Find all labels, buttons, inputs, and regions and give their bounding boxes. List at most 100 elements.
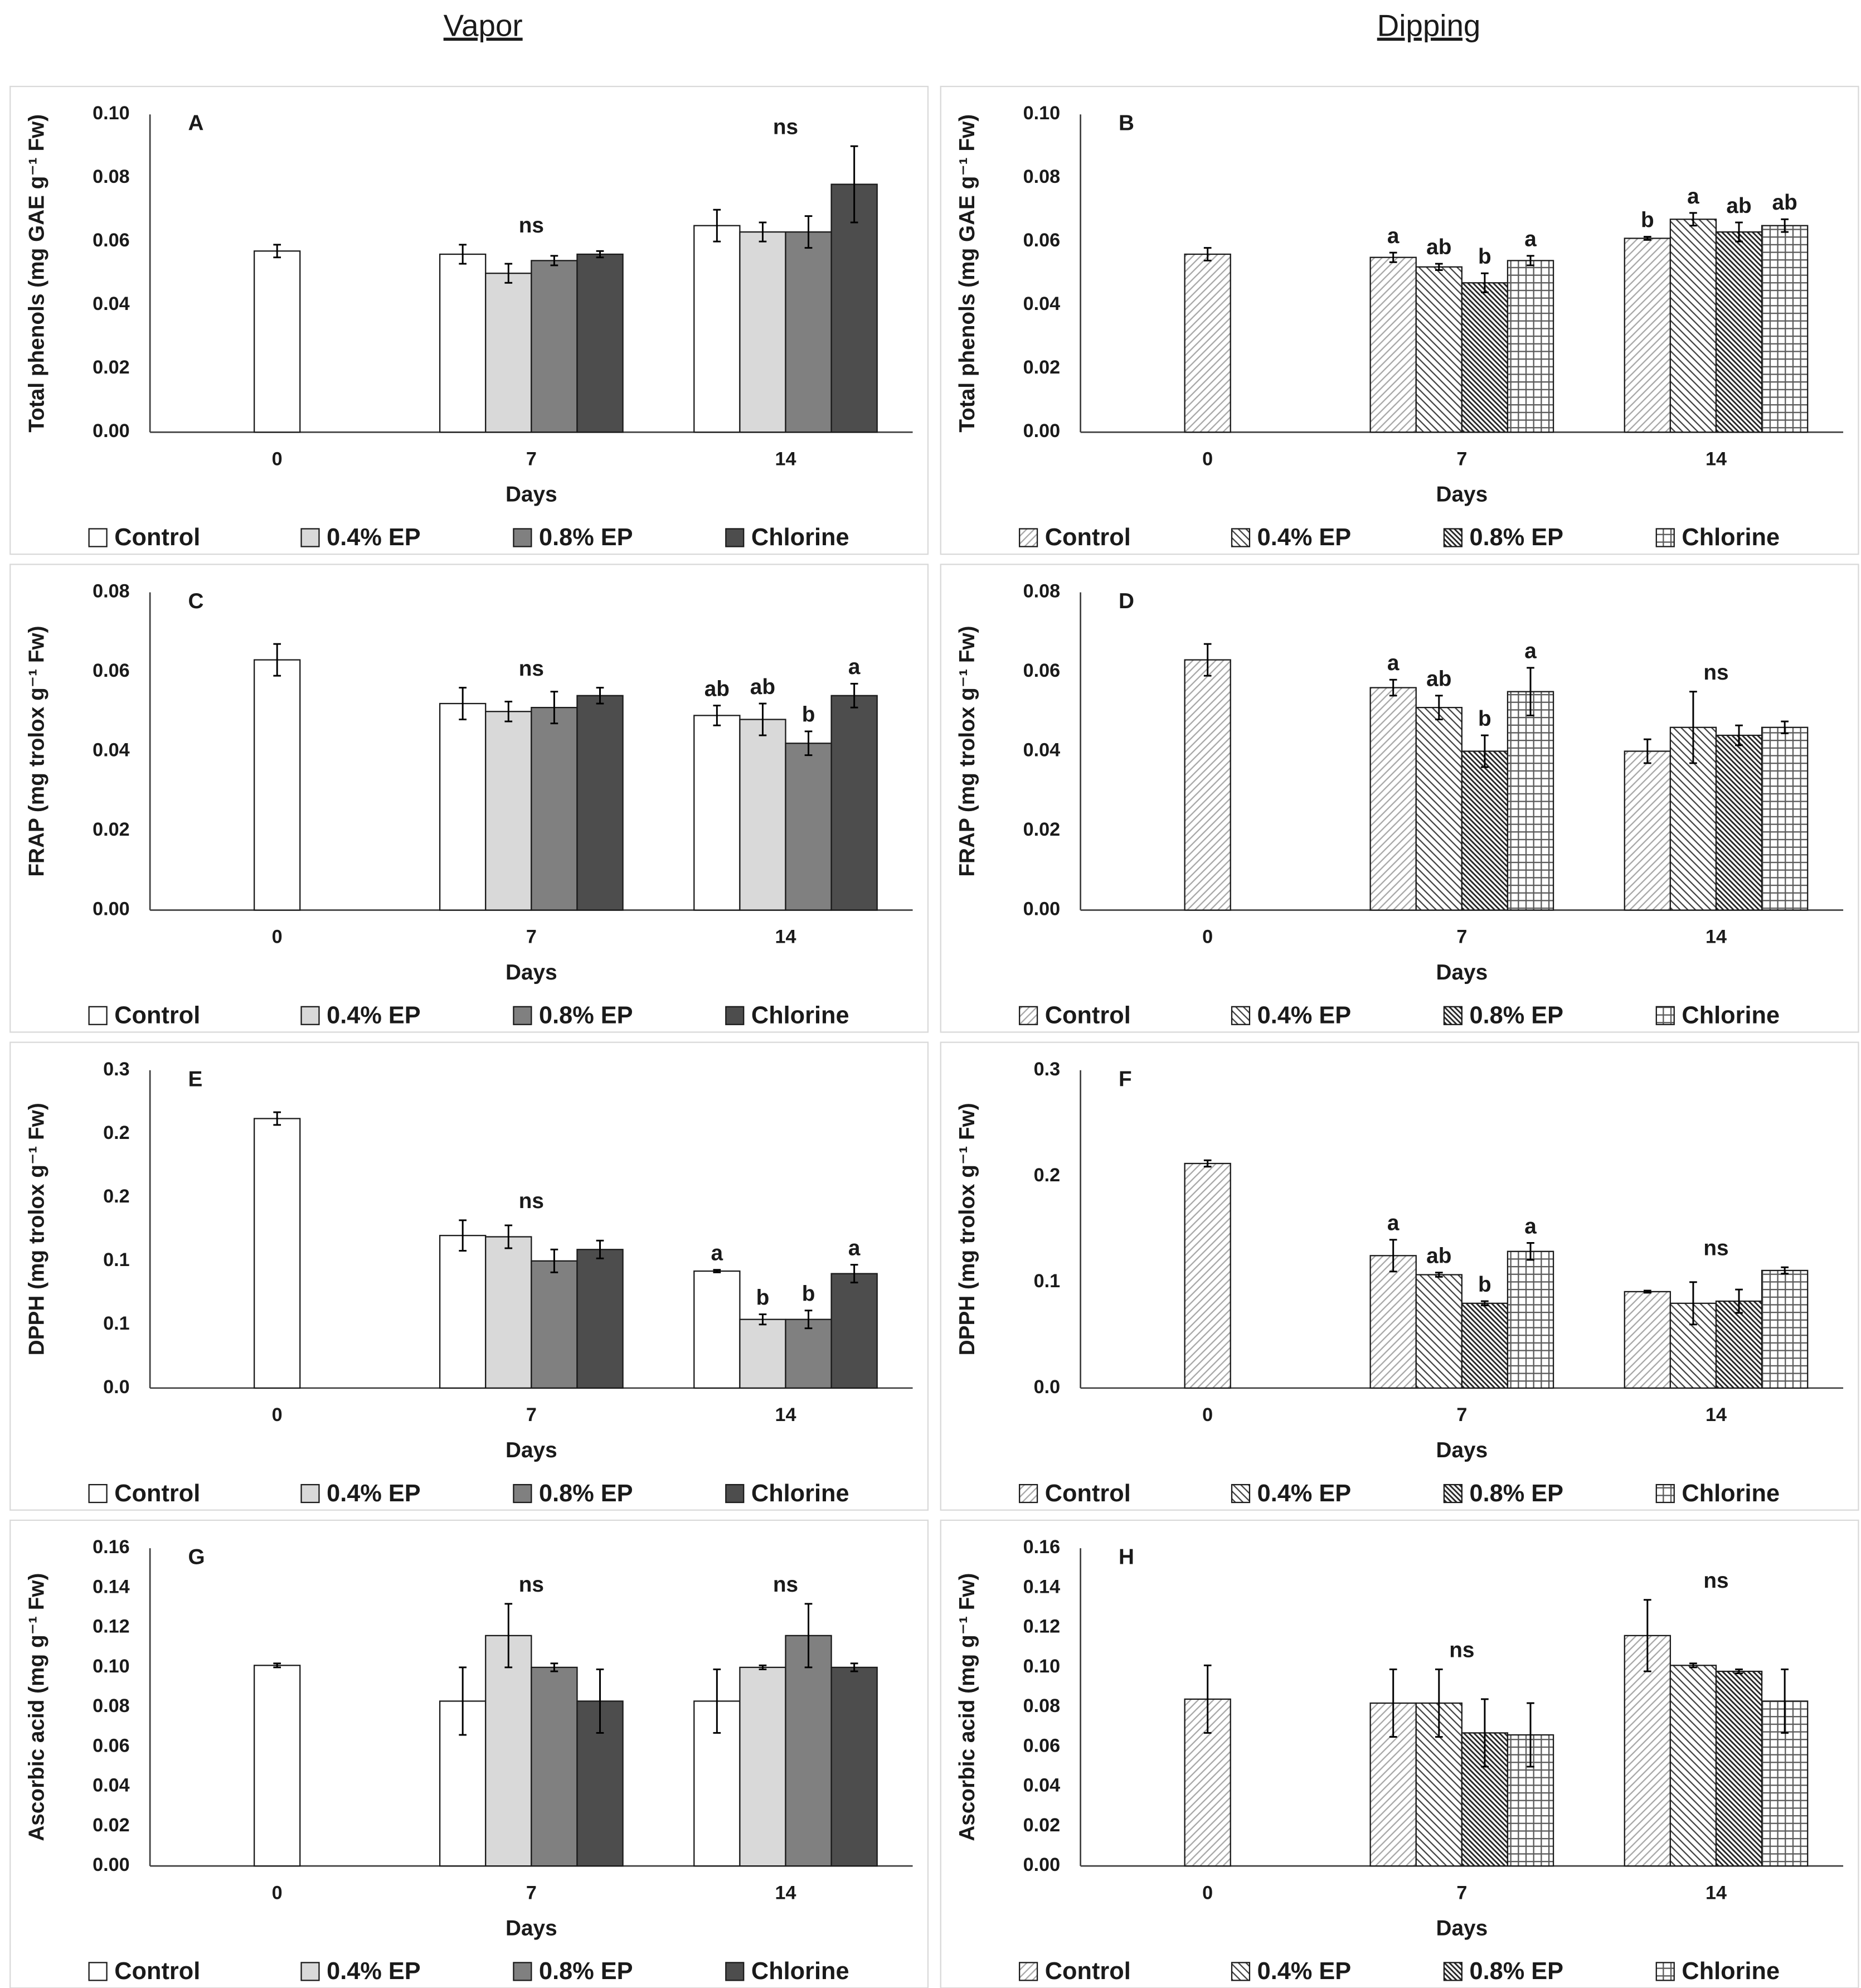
x-tick-label: 0 — [272, 448, 283, 469]
panel-frame — [9, 1041, 929, 1511]
bar — [485, 1236, 532, 1389]
x-tick-label: 7 — [1456, 927, 1467, 948]
legend-swatch — [513, 1483, 532, 1504]
y-tick-label: 0.00 — [93, 899, 130, 920]
y-tick-label: 0.06 — [93, 230, 130, 251]
panel-label: F — [1119, 1067, 1132, 1091]
panel-frame — [940, 1041, 1859, 1511]
y-tick-label: 0.06 — [1023, 230, 1061, 251]
error-bar — [713, 705, 721, 726]
y-tick-label: 0.00 — [1023, 899, 1061, 920]
bar — [1461, 1302, 1509, 1389]
significance-letter: b — [802, 703, 815, 727]
x-tick-label: 14 — [1705, 1404, 1727, 1425]
y-tick-label: 0.0 — [103, 1376, 130, 1398]
legend-swatch — [88, 1006, 108, 1025]
bar — [739, 231, 786, 433]
legend-swatch — [1231, 528, 1251, 547]
error-bar — [850, 1662, 858, 1672]
group-label: ns — [519, 1573, 544, 1597]
bar — [485, 1635, 532, 1867]
error-bar — [273, 244, 281, 259]
legend-label: 0.4% EP — [327, 1002, 421, 1029]
panel-label: D — [1119, 589, 1134, 613]
group-label: ns — [1703, 1237, 1728, 1260]
x-axis-label: Days — [506, 482, 557, 506]
error-bar — [804, 215, 813, 249]
panel-frame — [9, 85, 929, 555]
error-bar — [596, 250, 604, 259]
x-tick-label: 0 — [1202, 1404, 1213, 1425]
significance-letter: a — [848, 655, 861, 679]
error-bar — [804, 1603, 813, 1669]
error-bar — [804, 1310, 813, 1330]
panel-label: H — [1119, 1545, 1134, 1569]
legend-label: 0.8% EP — [1470, 524, 1564, 551]
bar — [739, 719, 786, 911]
error-bar — [1389, 1239, 1397, 1273]
y-tick-label: 0.14 — [1023, 1576, 1061, 1597]
legend-swatch — [1655, 1483, 1675, 1504]
y-tick-label: 0.06 — [93, 1735, 130, 1756]
y-tick-label: 0.04 — [93, 293, 130, 314]
x-tick-label: 14 — [1705, 448, 1727, 469]
significance-letter: a — [1524, 227, 1537, 251]
legend-label: Control — [114, 1480, 200, 1507]
error-bar — [759, 702, 767, 736]
x-axis-label: Days — [1436, 482, 1488, 506]
error-bar — [1643, 1599, 1651, 1672]
y-tick-label: 0.3 — [1034, 1059, 1061, 1080]
group-label: ns — [1449, 1638, 1474, 1662]
error-bar — [504, 700, 513, 723]
error-bar — [713, 209, 721, 243]
y-tick-label: 0.02 — [93, 357, 130, 378]
y-tick-label: 0.08 — [93, 166, 130, 187]
x-tick-label: 14 — [775, 1404, 796, 1425]
bar — [439, 702, 487, 911]
error-bar — [1735, 221, 1743, 243]
y-axis-label: FRAP (mg trolox g⁻¹ Fw) — [25, 626, 49, 876]
y-tick-label: 0.10 — [93, 103, 130, 124]
bar — [830, 183, 878, 433]
error-bar — [1689, 691, 1697, 764]
bar — [254, 659, 301, 911]
bar — [830, 1273, 878, 1389]
legend-swatch — [513, 1962, 532, 1981]
significance-letter: a — [848, 1237, 861, 1260]
error-bar — [1435, 1668, 1443, 1738]
legend-swatch — [1019, 1962, 1038, 1981]
y-tick-label: 0.06 — [93, 660, 130, 681]
panel-label: C — [188, 589, 204, 613]
x-tick-label: 7 — [526, 1882, 537, 1903]
error-bar — [459, 1666, 467, 1736]
x-tick-label: 14 — [775, 1882, 796, 1903]
group-label: ns — [519, 1189, 544, 1213]
bar — [1715, 231, 1763, 433]
error-bar — [1781, 1668, 1789, 1734]
legend-swatch — [1655, 1006, 1675, 1025]
bar — [531, 706, 578, 911]
legend-label: Control — [1045, 524, 1131, 551]
significance-letter: ab — [1726, 194, 1751, 218]
x-tick-label: 7 — [1456, 448, 1467, 469]
y-tick-label: 0.2 — [103, 1186, 130, 1207]
bar — [1761, 1269, 1809, 1389]
error-bar — [550, 1248, 558, 1273]
error-bar — [273, 1662, 281, 1669]
error-bar — [1203, 1159, 1212, 1168]
bar — [785, 231, 832, 433]
x-tick-label: 14 — [775, 927, 796, 948]
bar — [1461, 750, 1509, 911]
legend-label: 0.4% EP — [327, 1958, 421, 1985]
panel-frame — [940, 85, 1859, 555]
legend-swatch — [725, 1483, 745, 1504]
significance-letter: ab — [1426, 1244, 1451, 1268]
error-bar — [1435, 695, 1443, 720]
error-bar — [1643, 738, 1651, 764]
y-tick-label: 0.10 — [93, 1656, 130, 1677]
significance-letter: b — [802, 1282, 815, 1306]
legend-swatch — [1019, 1483, 1038, 1504]
group-label: ns — [519, 214, 544, 237]
error-bar — [596, 687, 604, 705]
legend-label: 0.8% EP — [1470, 1480, 1564, 1507]
